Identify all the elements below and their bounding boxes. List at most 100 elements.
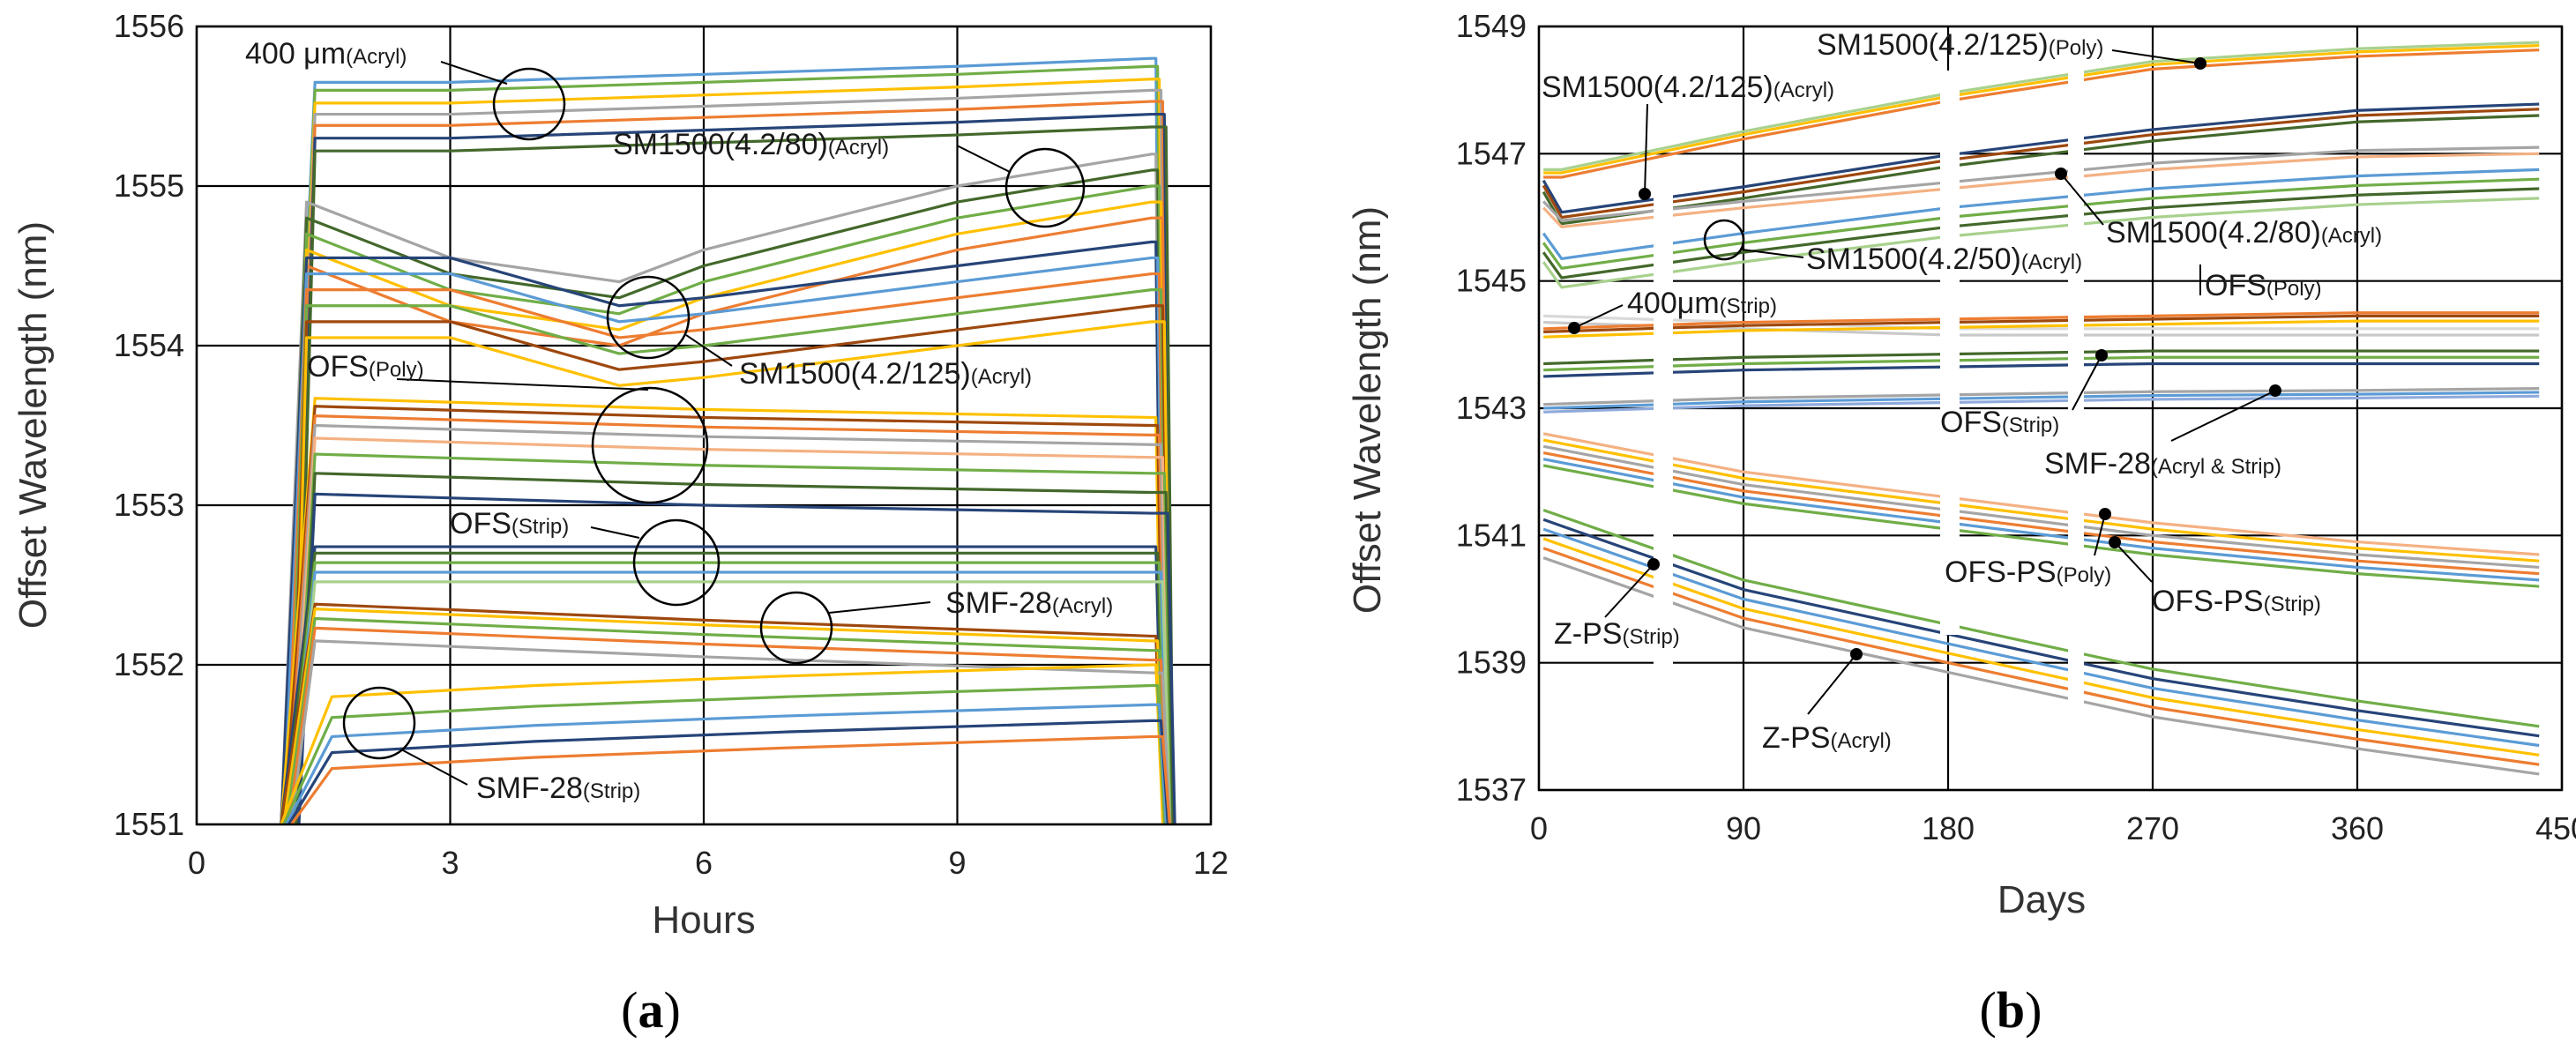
annotation-leader: [2094, 513, 2106, 556]
annotation-leader: [2170, 390, 2276, 442]
annotation-circle: [1004, 147, 1086, 228]
series-line: [1543, 391, 2540, 410]
x-tick-label: 180: [1922, 810, 1975, 846]
series-line: [282, 607, 1167, 825]
series-line: [1542, 537, 2540, 757]
x-tick-label: 0: [1530, 810, 1548, 846]
annotation-label: Z-PS(Acryl): [1762, 721, 1892, 755]
series-line: [1543, 314, 2540, 331]
annotation-circle: [342, 686, 416, 760]
annotation-circle: [591, 386, 709, 504]
series-line: [1542, 547, 2540, 766]
annotation-circle: [1703, 219, 1745, 261]
series-line: [284, 184, 1169, 825]
series-line: [1543, 394, 2540, 414]
annotation-leader: [1644, 103, 1648, 195]
x-tick-label: 90: [1726, 810, 1761, 846]
annotation-circle: [632, 518, 721, 607]
panel-a-x-ticks: 0 3 6 9 12: [188, 845, 1228, 881]
series-line: [292, 112, 1173, 825]
annotation-leader: [2114, 541, 2153, 583]
annotation-circle: [492, 67, 566, 141]
series-line: [280, 56, 1165, 825]
annotation-leader: [685, 334, 733, 367]
series-line: [295, 125, 1175, 825]
y-tick-label: 1545: [1456, 263, 1527, 299]
panel-a-x-axis-title: Hours: [652, 898, 755, 942]
annotation-label: SMF-28(Acryl & Strip): [2044, 447, 2281, 481]
series-line: [282, 256, 1167, 825]
annotation-leader: [2111, 49, 2201, 64]
annotation-leader: [956, 145, 1011, 173]
annotation-label: OFS(Poly): [307, 350, 424, 384]
data-gap: [1654, 168, 1673, 714]
series-line: [282, 683, 1167, 825]
panel-a-y-ticks: 1551 1552 1553 1554 1555 1556: [114, 8, 184, 842]
series-line: [280, 153, 1165, 825]
data-gap: [1940, 71, 1960, 635]
series-line: [1543, 387, 2540, 406]
series-line: [285, 703, 1169, 825]
y-tick-label: 1539: [1456, 645, 1527, 681]
y-tick-label: 1543: [1456, 390, 1527, 426]
panel-a-series: [280, 56, 1176, 825]
y-tick-label: 1549: [1456, 8, 1527, 44]
x-tick-label: 450: [2535, 810, 2576, 846]
annotation-circle: [606, 275, 691, 360]
y-tick-label: 1551: [114, 806, 184, 842]
panel-a-chart: 1551 1552 1553 1554 1555 1556 0 3 6 9 12 Offset W…: [11, 8, 1228, 1039]
annotation-label: SM1500(4.2/80)(Acryl): [613, 128, 889, 161]
y-tick-label: 1541: [1456, 517, 1527, 553]
series-line: [1543, 349, 2540, 366]
annotation-label: SM1500(4.2/125)(Acryl): [1542, 71, 1834, 104]
annotation-circle: [759, 591, 833, 665]
series-line: [287, 719, 1170, 825]
series-line: [1543, 362, 2540, 378]
series-line: [1542, 556, 2540, 776]
panel-a-y-axis-title: Offset Wavelength (nm): [11, 221, 55, 629]
annotation-label: OFS(Strip): [450, 507, 569, 540]
annotation-label: OFS-PS(Strip): [2152, 585, 2321, 618]
series-line: [1543, 319, 2540, 339]
annotation-label: SMF-28(Acryl): [945, 586, 1113, 620]
series-line: [295, 472, 1175, 825]
series-line: [292, 452, 1173, 825]
y-tick-label: 1556: [114, 8, 184, 44]
annotation-label: SM1500(4.2/125)(Acryl): [739, 357, 1032, 391]
series-line: [284, 272, 1169, 825]
x-tick-label: 0: [188, 845, 205, 881]
data-gap: [2068, 53, 2084, 741]
annotation-label: OFS(Poly): [2205, 269, 2322, 302]
y-tick-label: 1537: [1456, 771, 1527, 808]
series-line: [280, 663, 1165, 825]
series-line: [289, 304, 1171, 825]
series-line: [1542, 527, 2540, 748]
series-line: [287, 88, 1170, 825]
series-line: [297, 492, 1176, 825]
series-line: [282, 64, 1167, 825]
series-line: [287, 288, 1170, 825]
series-line: [1543, 314, 2540, 333]
x-tick-label: 3: [441, 845, 459, 881]
annotation-leader: [1741, 249, 1804, 258]
panel-b-chart: 1537 1539 1541 1543 1545 1547 1549 0 90 180 270 36…: [1346, 8, 2576, 1039]
annotation-label: 400 μm(Acryl): [245, 37, 407, 71]
annotation-label: SM1500(4.2/50)(Acryl): [1806, 242, 2082, 276]
y-tick-label: 1554: [114, 327, 184, 363]
panel-b-x-ticks: 0 90 180 270 360 450: [1530, 810, 2576, 846]
series-line: [1542, 508, 2540, 728]
series-line: [1542, 458, 2540, 582]
annotation-leader: [1573, 304, 1624, 329]
annotation-leader: [828, 601, 931, 614]
series-line: [284, 78, 1169, 825]
series-line: [1542, 152, 2540, 228]
series-line: [1543, 311, 2540, 331]
series-line: [282, 168, 1167, 825]
panel-b-plot-frame: [1537, 25, 2564, 792]
y-tick-label: 1547: [1456, 135, 1527, 171]
annotation-label: SMF-28(Strip): [476, 771, 640, 805]
panel-b-label: (b): [1980, 981, 2042, 1039]
annotation-label: OFS(Strip): [1940, 406, 2059, 439]
series-line: [290, 734, 1171, 825]
